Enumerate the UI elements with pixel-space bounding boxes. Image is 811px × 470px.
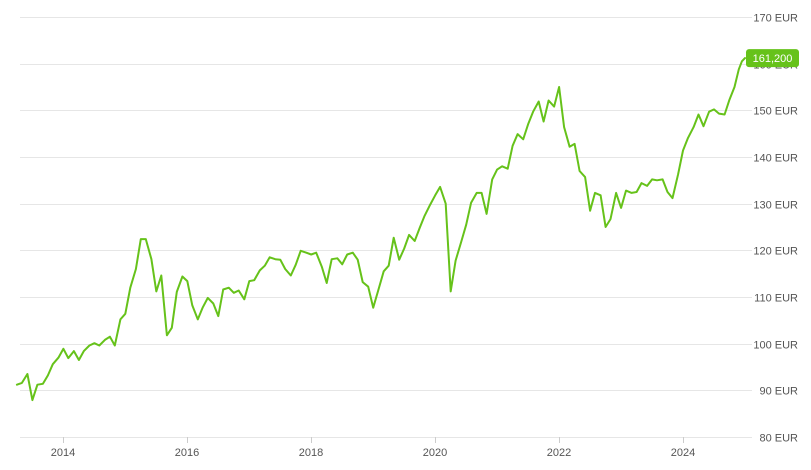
y-tick-label: 110 EUR xyxy=(754,293,798,305)
last-value-badge: 161,200 xyxy=(746,49,799,68)
series-line-0 xyxy=(15,57,746,402)
x-tick-label: 2018 xyxy=(299,447,323,459)
series-layer xyxy=(15,57,746,402)
x-tick-label: 2024 xyxy=(671,447,695,459)
y-tick-label: 120 EUR xyxy=(753,246,798,258)
y-axis-labels: 80 EUR 90 EUR 100 EUR 110 EUR 120 EUR 130 EUR… xyxy=(753,13,798,445)
grid-lines xyxy=(20,17,752,438)
last-value-label: 161,200 xyxy=(753,53,793,65)
y-tick-label: 150 EUR xyxy=(753,106,798,118)
y-tick-label: 170 EUR xyxy=(753,13,798,25)
x-tick-label: 2020 xyxy=(423,447,447,459)
x-axis-labels: 2014 2016 2018 2020 2022 2024 xyxy=(51,437,695,459)
x-tick-label: 2022 xyxy=(547,447,571,459)
y-tick-label: 100 EUR xyxy=(753,340,798,352)
y-tick-label: 140 EUR xyxy=(753,153,798,165)
y-tick-label: 90 EUR xyxy=(759,386,798,398)
x-tick-label: 2016 xyxy=(175,447,199,459)
last-value-badge-bg xyxy=(746,49,799,68)
y-tick-label: 80 EUR xyxy=(759,433,798,445)
y-tick-label: 130 EUR xyxy=(753,200,798,212)
x-tick-label: 2014 xyxy=(51,447,75,459)
